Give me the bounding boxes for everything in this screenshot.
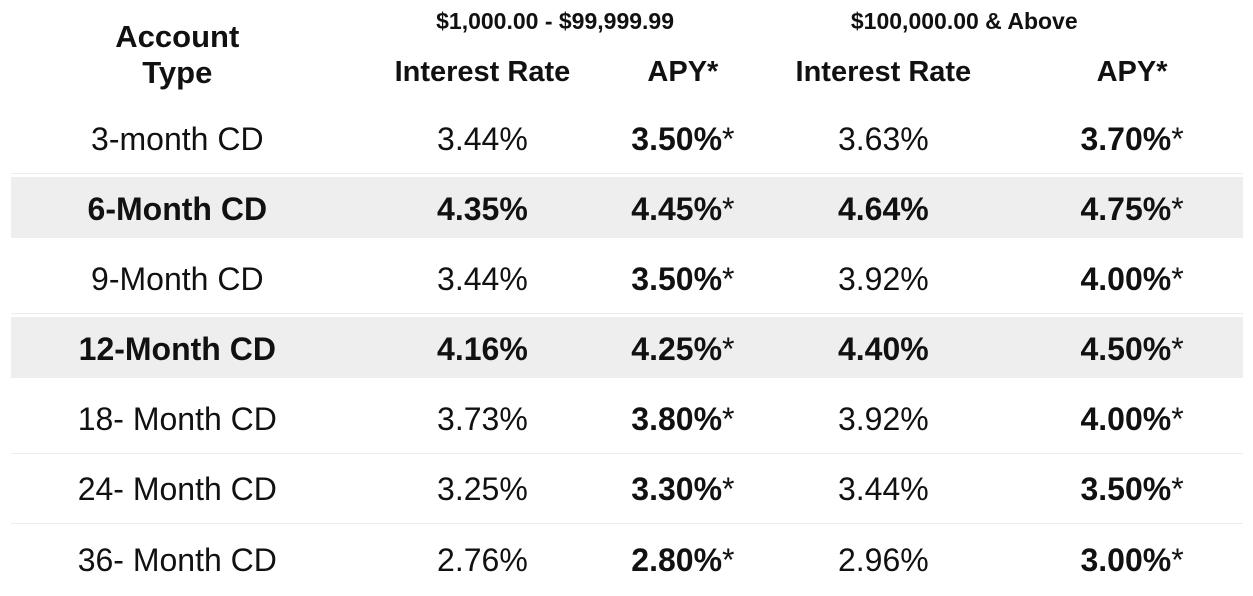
tier2-apy-cell: 4.00%*: [1011, 401, 1253, 438]
tier2-apy-cell: 4.75%*: [1011, 191, 1253, 228]
tier2-apy-cell: 3.00%*: [1011, 542, 1253, 579]
apy-value: 3.50%: [631, 120, 723, 157]
tier2-interest-rate-cell: 3.44%: [837, 470, 929, 507]
apy-value: 3.30%: [631, 470, 723, 507]
apy-value: 4.75%: [1080, 190, 1172, 227]
apy-asterisk: *: [722, 120, 735, 157]
tier1-apy-cell: 4.25%*: [610, 331, 755, 368]
tier2-interest-rate-cell: 3.63%: [837, 120, 929, 157]
apy-asterisk: *: [1171, 260, 1184, 297]
apy-value: 4.00%: [1080, 260, 1172, 297]
table-row-24-month-cd: 24- Month CD 3.25% 3.30%* 3.44% 3.50%*: [0, 454, 1253, 524]
tier1-interest-rate-header: Interest Rate: [394, 55, 571, 88]
tier1-apy-header: APY*: [647, 55, 719, 88]
apy-value: 3.80%: [631, 400, 723, 437]
table-row-9-month-cd: 9-Month CD 3.44% 3.50%* 3.92% 4.00%*: [0, 244, 1253, 314]
apy-value: 4.50%: [1080, 330, 1172, 367]
tier1-interest-rate-cell: 3.25%: [437, 470, 528, 507]
account-type-cell: 9-Month CD: [91, 260, 264, 297]
tier1-apy-cell: 3.50%*: [610, 121, 755, 158]
tier1-interest-rate-cell: 4.16%: [437, 330, 528, 367]
apy-value: 4.25%: [631, 330, 723, 367]
tier1-interest-rate-cell: 3.44%: [437, 260, 528, 297]
table-row-12-month-cd: 12-Month CD 4.16% 4.25%* 4.40% 4.50%*: [0, 314, 1253, 384]
table-row-6-month-cd: 6-Month CD 4.35% 4.45%* 4.64% 4.75%*: [0, 174, 1253, 244]
tier1-interest-rate-cell: 4.35%: [437, 190, 528, 227]
account-type-cell: 24- Month CD: [77, 470, 277, 507]
apy-value: 2.80%: [631, 541, 723, 578]
apy-value: 3.50%: [1080, 470, 1172, 507]
tier2-interest-rate-cell: 3.92%: [837, 260, 929, 297]
tier2-range-header: $100,000.00 & Above: [850, 8, 1078, 34]
tier2-interest-rate-cell: 4.40%: [837, 330, 929, 367]
tier1-range-header: $1,000.00 - $99,999.99: [436, 8, 674, 34]
tier1-apy-cell: 3.80%*: [610, 401, 755, 438]
table-row-18-month-cd: 18- Month CD 3.73% 3.80%* 3.92% 4.00%*: [0, 384, 1253, 454]
apy-asterisk: *: [1171, 190, 1184, 227]
account-type-cell: 3-month CD: [91, 120, 264, 157]
tier2-interest-rate-cell: 3.92%: [837, 400, 929, 437]
apy-asterisk: *: [1171, 470, 1184, 507]
account-type-cell: 36- Month CD: [77, 541, 277, 578]
apy-asterisk: *: [722, 190, 735, 227]
account-type-cell: 6-Month CD: [87, 190, 268, 227]
tier2-interest-rate-header: Interest Rate: [795, 55, 972, 88]
tier1-apy-cell: 4.45%*: [610, 191, 755, 228]
apy-value: 3.50%: [631, 260, 723, 297]
apy-asterisk: *: [1171, 541, 1184, 578]
table-header: Account Type $1,000.00 - $99,999.99 $100…: [0, 0, 1253, 104]
tier1-interest-rate-cell: 2.76%: [437, 541, 528, 578]
apy-asterisk: *: [722, 330, 735, 367]
tier2-apy-cell: 4.00%*: [1011, 261, 1253, 298]
apy-asterisk: *: [722, 541, 735, 578]
apy-asterisk: *: [1171, 120, 1184, 157]
tier2-interest-rate-cell: 2.96%: [837, 541, 929, 578]
tier1-apy-cell: 3.30%*: [610, 471, 755, 508]
apy-asterisk: *: [722, 260, 735, 297]
table-row-3-month-cd: 3-month CD 3.44% 3.50%* 3.63% 3.70%*: [0, 104, 1253, 174]
tier1-apy-cell: 3.50%*: [610, 261, 755, 298]
tier2-apy-cell: 4.50%*: [1011, 331, 1253, 368]
account-type-cell: 18- Month CD: [77, 400, 277, 437]
apy-asterisk: *: [722, 470, 735, 507]
apy-value: 3.70%: [1080, 120, 1172, 157]
account-type-cell: 12-Month CD: [78, 330, 276, 367]
tier1-interest-rate-cell: 3.44%: [437, 120, 528, 157]
tier2-interest-rate-cell: 4.64%: [837, 190, 929, 227]
apy-asterisk: *: [1171, 400, 1184, 437]
apy-asterisk: *: [1171, 330, 1184, 367]
tier1-interest-rate-cell: 3.73%: [437, 400, 528, 437]
apy-value: 4.45%: [631, 190, 723, 227]
tier2-apy-header: APY*: [1096, 55, 1168, 88]
tier2-apy-cell: 3.70%*: [1011, 121, 1253, 158]
account-type-header: Account Type: [115, 19, 240, 90]
apy-asterisk: *: [722, 400, 735, 437]
tier1-apy-cell: 2.80%*: [610, 542, 755, 579]
apy-value: 4.00%: [1080, 400, 1172, 437]
tier2-apy-cell: 3.50%*: [1011, 471, 1253, 508]
apy-value: 3.00%: [1080, 541, 1172, 578]
table-row-36-month-cd: 36- Month CD 2.76% 2.80%* 2.96% 3.00%*: [0, 524, 1253, 596]
